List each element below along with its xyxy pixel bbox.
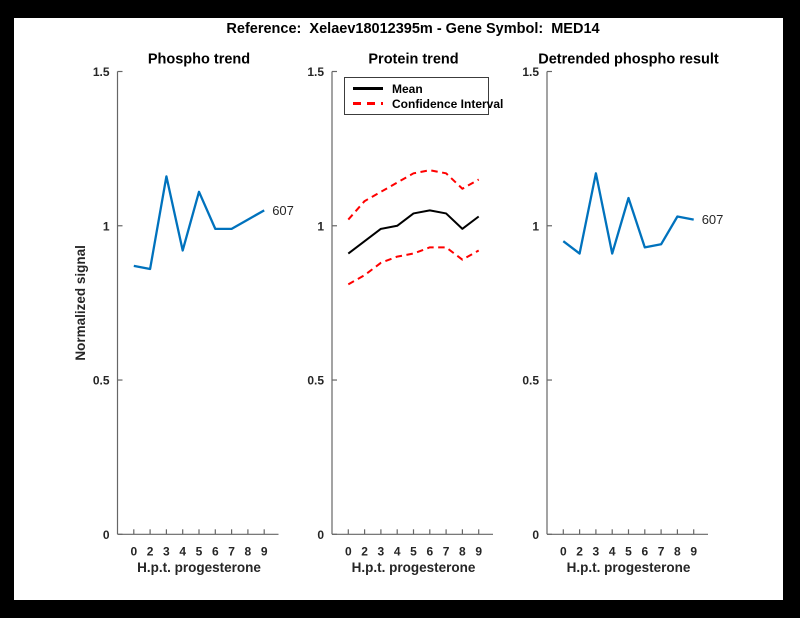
x-tick-label: 6 [641, 544, 648, 558]
y-tick-label: 0 [317, 528, 324, 542]
legend-label-confidence-interval: Confidence Interval [392, 96, 504, 111]
x-tick-label: 0 [345, 544, 352, 558]
x-tick-label: 5 [625, 544, 632, 558]
x-tick-label: 6 [212, 544, 219, 558]
x-axis-label: H.p.t. progesterone [137, 560, 261, 575]
legend-item-mean: Mean [353, 82, 480, 96]
x-tick-label: 8 [459, 544, 466, 558]
figure-title: Reference: Xelaev18012395m - Gene Symbol… [226, 21, 600, 37]
series-end-label: 607 [702, 212, 724, 227]
x-tick-label: 9 [261, 544, 268, 558]
x-tick-label: 3 [593, 544, 600, 558]
y-axis-label: Normalized signal [73, 245, 88, 361]
series-line-607 [562, 172, 694, 255]
y-tick-label: 0 [103, 528, 110, 542]
series-line-confidence-interval-upper- [347, 169, 480, 221]
x-axis-label: H.p.t. progesterone [567, 560, 691, 575]
y-tick-label: 1 [532, 219, 539, 233]
x-tick-label: 0 [560, 544, 567, 558]
series-line-mean [347, 209, 480, 255]
series-line-607 [133, 175, 265, 271]
y-tick-label: 1.5 [307, 65, 324, 79]
x-tick-label: 7 [658, 544, 665, 558]
x-tick-label: 5 [410, 544, 417, 558]
x-tick-label: 4 [609, 544, 616, 558]
series-line-confidence-interval-lower- [347, 246, 480, 286]
y-tick-label: 0.5 [93, 374, 110, 388]
plot-title: Detrended phospho result [538, 52, 719, 68]
y-tick-label: 0.5 [522, 374, 539, 388]
x-tick-label: 7 [443, 544, 450, 558]
figure-canvas: Reference: Xelaev18012395m - Gene Symbol… [14, 18, 783, 600]
x-tick-label: 8 [245, 544, 252, 558]
y-tick-label: 1.5 [522, 65, 539, 79]
legend-label-mean: Mean [392, 81, 423, 96]
x-tick-label: 9 [475, 544, 482, 558]
confidence-interval-line-sample-icon [353, 102, 383, 105]
x-tick-label: 2 [576, 544, 583, 558]
y-tick-label: 1 [103, 219, 110, 233]
plot-title: Phospho trend [148, 52, 250, 68]
x-tick-label: 3 [378, 544, 385, 558]
x-tick-label: 3 [163, 544, 170, 558]
series-end-label: 607 [272, 203, 294, 218]
x-tick-label: 2 [147, 544, 154, 558]
x-tick-label: 7 [228, 544, 235, 558]
x-tick-label: 0 [130, 544, 137, 558]
x-tick-label: 4 [179, 544, 186, 558]
plot-title: Protein trend [368, 52, 458, 68]
x-tick-label: 8 [674, 544, 681, 558]
legend-item-confidence-interval: Confidence Interval [353, 97, 503, 111]
x-tick-label: 2 [361, 544, 368, 558]
y-tick-label: 1.5 [93, 65, 110, 79]
x-axis-label: H.p.t. progesterone [352, 560, 476, 575]
legend: Mean Confidence Interval [344, 77, 503, 115]
x-tick-label: 9 [690, 544, 697, 558]
x-tick-label: 6 [426, 544, 433, 558]
x-tick-label: 4 [394, 544, 401, 558]
y-tick-label: 0.5 [307, 374, 324, 388]
y-tick-label: 1 [317, 219, 324, 233]
mean-line-sample-icon [353, 87, 383, 90]
x-tick-label: 5 [196, 544, 203, 558]
y-tick-label: 0 [532, 528, 539, 542]
